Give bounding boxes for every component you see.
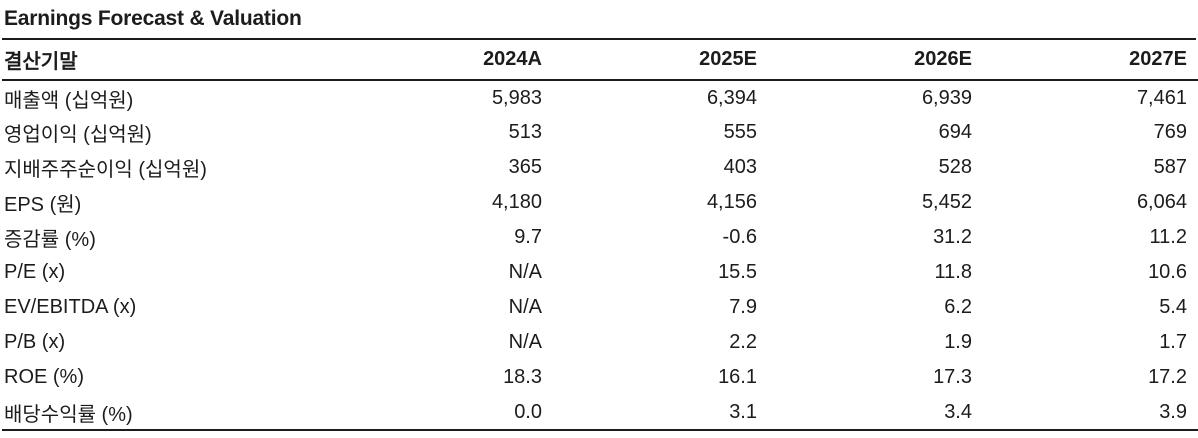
row-value: 4,156 [706,191,757,213]
row-value: 1.7 [1159,331,1187,353]
row-value: N/A [508,331,542,353]
row-value: 3.9 [985,395,1198,431]
row-value: 16.1 [718,366,757,388]
row-value: 513 [508,121,542,143]
row-value: 6,394 [706,86,757,109]
row-value: 4,180 [491,191,542,213]
row-label: 증감률 (%) [4,229,96,251]
row-value: 5,452 [921,191,972,213]
row-value: 6,064 [1136,191,1187,213]
row-value: N/A [508,261,542,283]
row-label: EV/EBITDA (x) [4,296,137,318]
row-label: P/B (x) [4,331,66,353]
row-value: 9.7 [514,226,542,248]
row-label: P/E (x) [4,261,66,283]
table-row: 영업이익 (십억원) 513 555 694 769 [2,115,1198,150]
column-header-2026E: 2026E [770,40,985,81]
row-value: 694 [938,121,972,143]
row-label: 지배주주순이익 (십억원) [4,159,207,181]
table-row: ROE (%) 18.3 16.1 17.3 17.2 [2,360,1198,395]
row-value: 7.9 [729,296,757,318]
row-value: 18.3 [503,366,542,388]
row-value: -0.6 [722,226,757,248]
table-row: P/E (x) N/A 15.5 11.8 10.6 [2,255,1198,290]
row-label: ROE (%) [4,366,84,388]
table-row: 지배주주순이익 (십억원) 365 403 528 587 [2,150,1198,185]
row-value: 11.8 [934,261,972,283]
row-label: EPS (원) [4,194,82,216]
row-value: 587 [1153,156,1187,178]
row-value: 365 [508,156,542,178]
table-row: EV/EBITDA (x) N/A 7.9 6.2 5.4 [2,290,1198,325]
row-value: 17.3 [933,366,972,388]
row-value: 1.9 [944,331,972,353]
column-header-2024A: 2024A [340,40,555,81]
table-row: 배당수익률 (%) 0.0 3.1 3.4 3.9 [2,395,1198,431]
row-value: 31.2 [933,226,972,248]
row-value: N/A [508,296,542,318]
row-value: 3.1 [555,395,770,431]
table-row: P/B (x) N/A 2.2 1.9 1.7 [2,325,1198,360]
earnings-valuation-table: 결산기말 2024A 2025E 2026E 2027E 매출액 (십억원) 5,… [2,40,1198,431]
column-header-2027E: 2027E [985,40,1198,81]
table-body: 매출액 (십억원) 5,983 6,394 6,939 7,461 영업이익 (십억원) 5… [2,80,1198,431]
row-value: 5.4 [1159,296,1187,318]
table-title: Earnings Forecast & Valuation [2,5,1196,40]
row-value: 769 [1153,121,1187,143]
row-value: 10.6 [1148,261,1187,283]
row-value: 555 [723,121,757,143]
row-value: 6,939 [921,86,972,109]
row-value: 3.4 [770,395,985,431]
row-value: 17.2 [1148,366,1187,388]
row-label: 영업이익 (십억원) [4,124,152,146]
column-header-fiscal-period: 결산기말 [2,40,340,81]
row-label: 배당수익률 (%) [2,395,340,431]
row-value: 7,461 [1136,86,1187,109]
row-value: 528 [938,156,972,178]
row-value: 15.5 [718,261,757,283]
row-value: 6.2 [944,296,972,318]
row-value: 0.0 [340,395,555,431]
table-row: 매출액 (십억원) 5,983 6,394 6,939 7,461 [2,80,1198,115]
row-value: 5,983 [491,86,542,109]
row-label: 매출액 (십억원) [4,89,134,112]
row-value: 403 [723,156,757,178]
row-value: 2.2 [729,331,757,353]
row-value: 11.2 [1149,226,1187,248]
table-row: 증감률 (%) 9.7 -0.6 31.2 11.2 [2,220,1198,255]
table-row: EPS (원) 4,180 4,156 5,452 6,064 [2,185,1198,220]
column-header-2025E: 2025E [555,40,770,81]
table-header-row: 결산기말 2024A 2025E 2026E 2027E [2,40,1198,81]
